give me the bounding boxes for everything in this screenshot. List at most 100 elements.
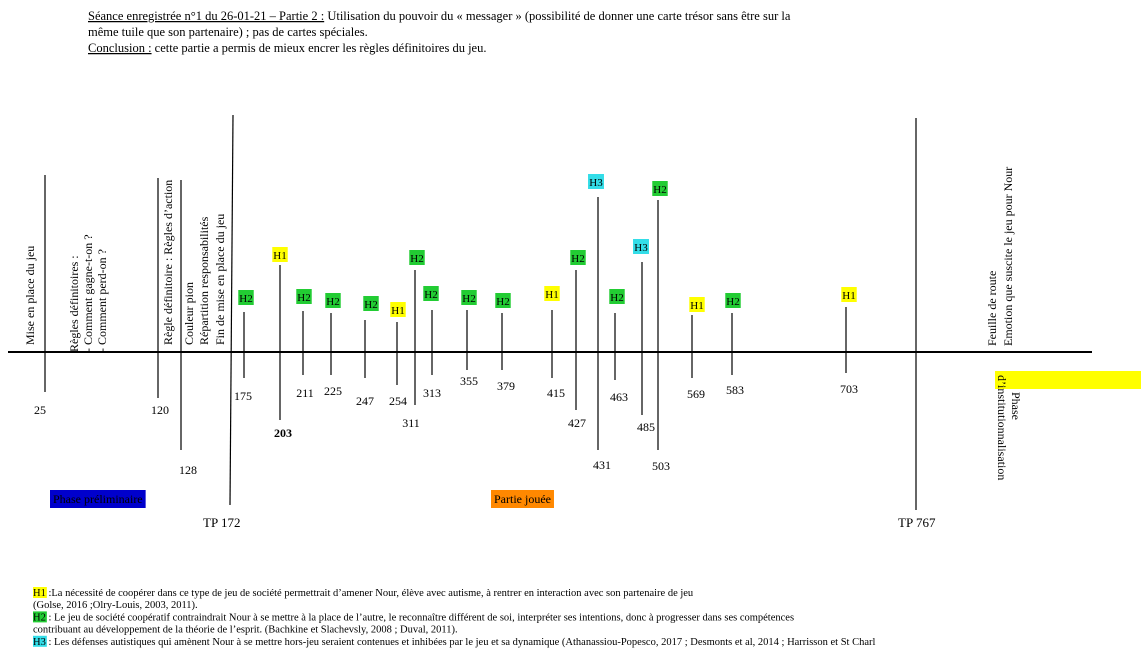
hypothesis-tag-bg	[238, 290, 254, 305]
marker-number: 583	[726, 383, 744, 397]
institution-highlight	[995, 371, 1141, 389]
hypothesis-tag-bg	[652, 181, 668, 196]
marker-number: 25	[34, 403, 46, 417]
hypothesis-tag: H2	[726, 296, 739, 308]
marker-number: 569	[687, 387, 705, 401]
institution-label: d’institutionnalisation	[995, 375, 1009, 480]
conclusion-label: Conclusion :	[88, 41, 152, 55]
hypothesis-tag-bg	[409, 250, 425, 265]
legend-tag: H1	[33, 588, 46, 599]
hypothesis-tag: H2	[239, 293, 252, 305]
legend-tag: H2	[33, 612, 46, 623]
marker-number: 203	[274, 426, 292, 440]
hypothesis-tag: H2	[424, 289, 437, 301]
hypothesis-tag: H3	[589, 177, 603, 189]
phase-label: Phase préliminaire	[53, 492, 143, 506]
hypothesis-tag-bg	[725, 293, 741, 308]
hypothesis-tag-bg	[544, 286, 560, 301]
legend-text: (Golse, 2016 ;Olry-Louis, 2003, 2011).	[33, 600, 198, 611]
hypothesis-tag: H1	[842, 290, 855, 302]
hypothesis-tag-bg	[495, 293, 511, 308]
hypothesis-tag-bg	[272, 247, 288, 262]
hypothesis-tag: H1	[391, 305, 404, 317]
legend-text: contribuant au développement de la théor…	[33, 625, 458, 636]
rotated-label: - Comment gagne-t-on ?	[81, 234, 95, 352]
hypothesis-tag: H2	[462, 293, 475, 305]
tp-line	[229, 114, 234, 506]
rotated-label: Emotion que suscite le jeu pour Nour	[1001, 167, 1015, 346]
rotated-label: Mise en place du jeu	[23, 246, 37, 345]
marker-number: 254	[389, 394, 407, 408]
marker-number: 247	[356, 394, 374, 408]
hypothesis-tag-bg	[423, 286, 439, 301]
rotated-label: - Comment perd-on ?	[95, 249, 109, 352]
legend-text: : Le jeu de société coopératif contraind…	[46, 612, 794, 623]
hypothesis-tag-bg	[363, 296, 379, 311]
tp-label: TP 172	[203, 515, 240, 530]
hypothesis-tag-bg	[841, 287, 857, 302]
legend-text: : Les défenses autistiques qui amènent N…	[46, 637, 876, 648]
hypothesis-tag-bg	[588, 174, 604, 189]
hypothesis-tag: H2	[297, 292, 310, 304]
marker-number: 211	[296, 386, 314, 400]
hypothesis-tag: H2	[364, 299, 377, 311]
marker-number: 225	[324, 384, 342, 398]
hypothesis-tag: H1	[273, 250, 286, 262]
marker-number: 311	[402, 416, 420, 430]
session-line: Séance enregistrée n°1 du 26-01-21 – Par…	[88, 9, 791, 23]
marker-number: 128	[179, 463, 197, 477]
hypothesis-tag-bg	[609, 289, 625, 304]
marker-number: 175	[234, 389, 252, 403]
legend-line: contribuant au développement de la théor…	[33, 625, 458, 636]
marker-number: 703	[840, 382, 858, 396]
hypothesis-tag: H2	[410, 253, 423, 265]
hypothesis-tag-bg	[390, 302, 406, 317]
marker-number: 431	[593, 458, 611, 472]
hypothesis-tag-bg	[325, 293, 341, 308]
phase-bg	[50, 490, 146, 508]
marker-number: 485	[637, 420, 655, 434]
conclusion-text: cette partie a permis de mieux encrer le…	[152, 41, 487, 55]
marker-number: 313	[423, 386, 441, 400]
marker-number: 427	[568, 416, 586, 430]
phase-label: Partie jouée	[494, 492, 551, 506]
legend-line: (Golse, 2016 ;Olry-Louis, 2003, 2011).	[33, 600, 198, 611]
legend-line: H3 : Les défenses autistiques qui amènen…	[33, 637, 876, 648]
session-label: Séance enregistrée n°1 du 26-01-21 – Par…	[88, 9, 324, 23]
hypothesis-tag: H2	[326, 296, 339, 308]
hypothesis-tag-bg	[633, 239, 649, 254]
legend-tag-bg	[33, 587, 47, 598]
legend-line: H1 :La nécessité de coopérer dans ce typ…	[33, 588, 694, 599]
hypothesis-tag: H2	[653, 184, 666, 196]
conclusion-line: Conclusion : cette partie a permis de mi…	[88, 41, 486, 55]
phase-bg	[491, 490, 554, 508]
hypothesis-tag: H1	[690, 300, 703, 312]
hypothesis-tag: H1	[545, 289, 558, 301]
rotated-label: Fin de mise en place du jeu	[213, 214, 227, 345]
rotated-label: Couleur pion	[182, 282, 196, 345]
hypothesis-tag-bg	[570, 250, 586, 265]
legend-tag-bg	[33, 611, 47, 623]
marker-number: 503	[652, 459, 670, 473]
session-text: même tuile que son partenaire) ; pas de …	[88, 25, 368, 39]
institution-label: Phase	[1009, 392, 1023, 420]
marker-number: 120	[151, 403, 169, 417]
hypothesis-tag: H2	[496, 296, 509, 308]
rotated-label: Répartition responsabilités	[197, 216, 211, 345]
marker-number: 379	[497, 379, 515, 393]
marker-number: 415	[547, 386, 565, 400]
hypothesis-tag: H2	[571, 253, 584, 265]
hypothesis-tag: H2	[610, 292, 623, 304]
legend-text: :La nécessité de coopérer dans ce type d…	[46, 588, 694, 599]
marker-number: 355	[460, 374, 478, 388]
hypothesis-tag-bg	[461, 290, 477, 305]
tp-label: TP 767	[898, 515, 936, 530]
marker-number: 463	[610, 390, 628, 404]
rotated-label: Règles définitoires :	[67, 255, 81, 352]
hypothesis-tag-bg	[689, 297, 705, 312]
legend-tag-bg	[33, 635, 47, 647]
hypothesis-tag-bg	[296, 289, 312, 304]
rotated-label: Règle définitoire : Règles d’action	[161, 180, 175, 345]
hypothesis-tag: H3	[634, 242, 648, 254]
